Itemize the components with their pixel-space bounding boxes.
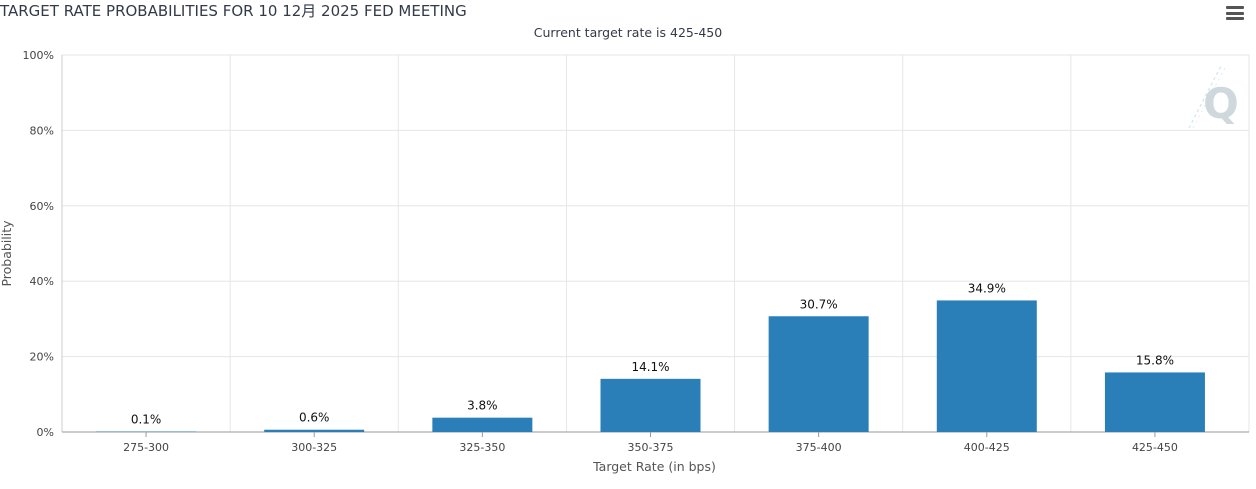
grid-lines (62, 54, 1250, 432)
watermark-logo: Q (1188, 63, 1239, 129)
data-label: 0.1% (131, 413, 162, 427)
x-tick-label: 300-325 (291, 441, 337, 454)
y-tick-label: 40% (30, 275, 54, 288)
data-label: 34.9% (968, 281, 1006, 295)
y-tick-label: 0% (37, 426, 54, 439)
x-tick-label: 375-400 (796, 441, 842, 454)
bars (96, 300, 1205, 432)
data-label: 14.1% (631, 360, 669, 374)
bar-275-300 (96, 431, 197, 432)
y-tick-label: 100% (23, 49, 54, 62)
data-labels: 0.1% 0.6% 3.8% 14.1% 30.7% 34.9% 15.8% (131, 281, 1174, 426)
bar-400-425 (936, 300, 1037, 432)
data-label: 15.8% (1136, 353, 1174, 367)
x-axis-title: Target Rate (in bps) (592, 459, 716, 474)
bar-350-375 (600, 378, 701, 432)
x-tick-label: 325-350 (459, 441, 505, 454)
watermark-letter: Q (1203, 79, 1239, 128)
y-tick-label: 60% (30, 200, 54, 213)
chart-subtitle: Current target rate is 425-450 (533, 25, 723, 40)
x-tick-label: 275-300 (123, 441, 169, 454)
y-axis-title: Probability (0, 220, 14, 287)
bar-375-400 (768, 316, 869, 432)
hamburger-menu-icon[interactable] (1226, 6, 1244, 22)
y-tick-label: 20% (30, 351, 54, 364)
x-tick-label: 350-375 (628, 441, 674, 454)
bar-300-325 (264, 429, 365, 432)
data-label: 3.8% (467, 399, 498, 413)
bar-425-450 (1104, 372, 1205, 432)
y-tick-label: 80% (30, 124, 54, 137)
x-tick-label: 400-425 (964, 441, 1010, 454)
chart-title: TARGET RATE PROBABILITIES FOR 10 12月 202… (0, 2, 467, 20)
bar-325-350 (432, 417, 533, 432)
data-label: 0.6% (299, 411, 330, 425)
x-tick-label: 425-450 (1132, 441, 1178, 454)
data-label: 30.7% (800, 297, 838, 311)
